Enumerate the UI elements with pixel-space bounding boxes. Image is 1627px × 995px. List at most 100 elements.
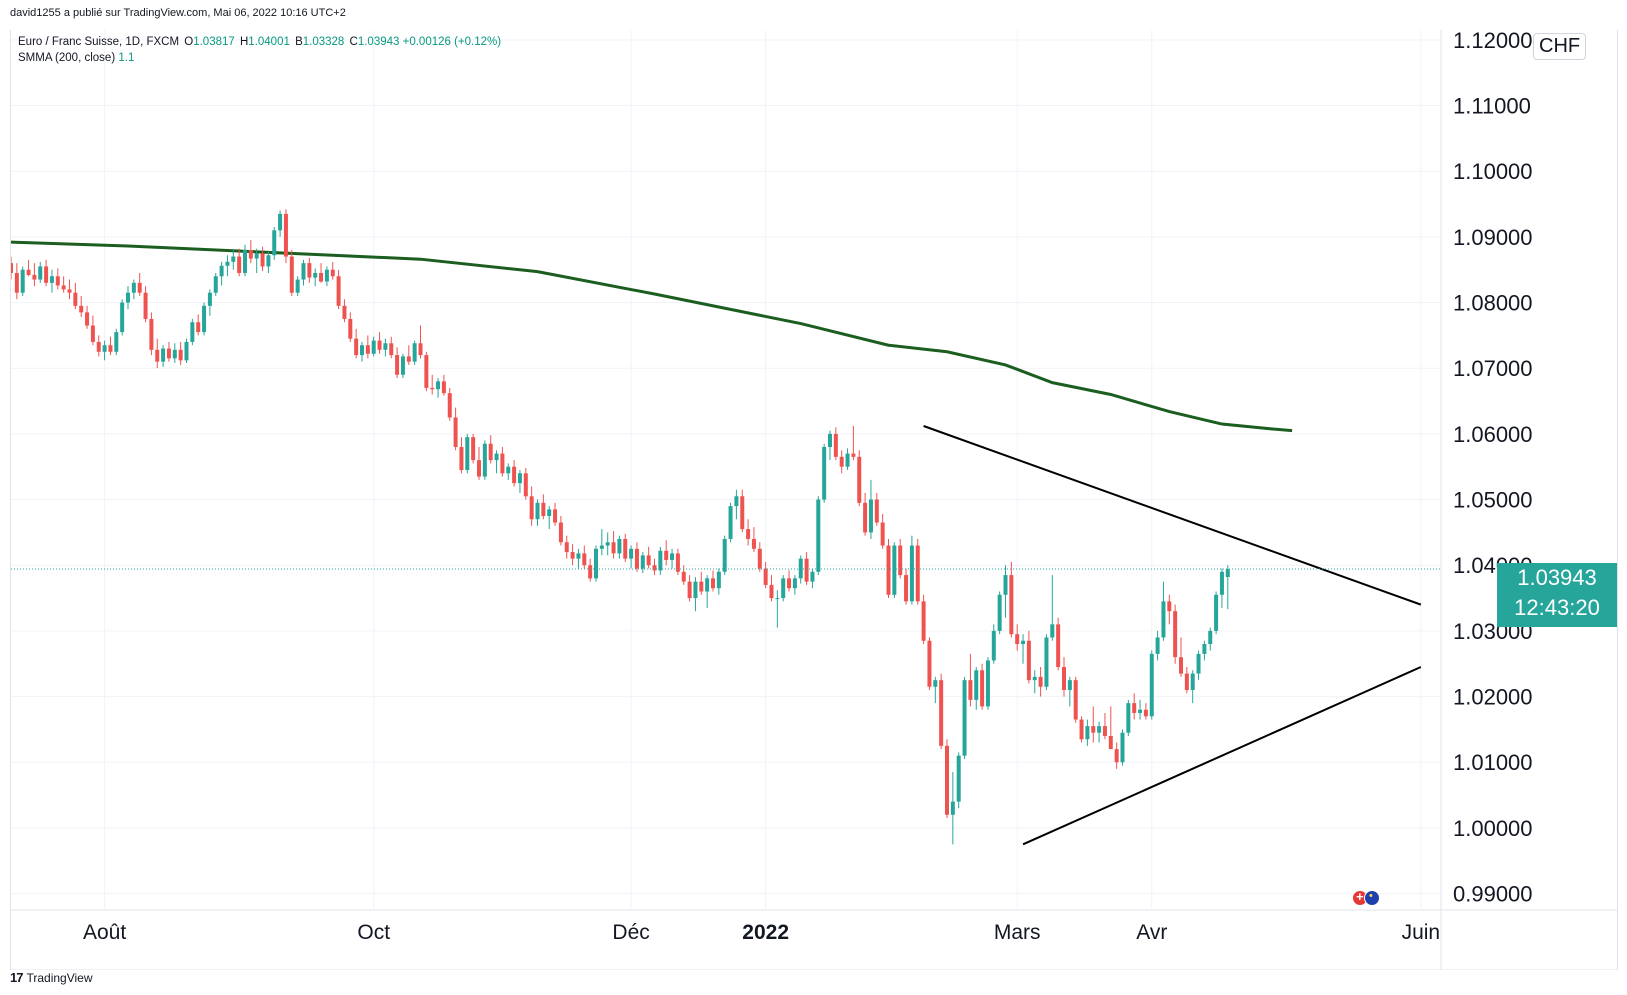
y-tick-label: 0.99000 (1453, 882, 1533, 907)
candle (599, 529, 604, 556)
candle (851, 426, 856, 461)
candle (535, 499, 540, 526)
candle-body (1208, 630, 1213, 645)
candlestick-chart[interactable]: Août Oct Déc 2022 Mars Avr Juin 1.12000 1.11000… (11, 30, 1617, 970)
candle-body (845, 453, 850, 467)
candle-body (868, 499, 873, 533)
candle-body (582, 553, 587, 566)
chart-legend: Euro / Franc Suisse, 1D, FXCM O1.03817 H… (18, 34, 501, 66)
legend-indicator-row[interactable]: SMMA (200, close) 1.1 (18, 50, 501, 66)
candle (1155, 630, 1160, 661)
candle (1026, 630, 1031, 684)
candle-body (1009, 575, 1014, 635)
candle (44, 259, 49, 287)
candle-body (506, 466, 511, 474)
candle (500, 447, 505, 477)
candle (629, 545, 634, 569)
chart-frame[interactable]: Août Oct Déc 2022 Mars Avr Juin 1.12000 1.11000… (10, 30, 1618, 970)
candle (102, 340, 107, 361)
candle (471, 433, 476, 464)
candle-body (79, 305, 84, 313)
candle (658, 546, 663, 576)
legend-low-label: B (295, 36, 303, 48)
candle (1167, 594, 1172, 625)
candle (880, 514, 885, 549)
candle-body (1062, 667, 1066, 690)
candle-body (594, 548, 598, 579)
candle-body (114, 332, 119, 352)
candle (956, 752, 961, 809)
candle-body (360, 345, 364, 356)
candle (570, 544, 575, 566)
candle-body (307, 263, 312, 278)
candle-body (757, 548, 762, 569)
candle-body (1214, 594, 1219, 631)
candle (243, 244, 247, 277)
candle (798, 555, 803, 584)
candle-body (301, 263, 306, 280)
candle (933, 676, 938, 704)
candle (406, 345, 411, 365)
candle-body (746, 529, 751, 539)
candle-body (839, 456, 844, 467)
candle-body (1021, 640, 1026, 645)
candle-body (178, 349, 183, 361)
legend-open: 1.03817 (193, 36, 235, 48)
candle-body (1161, 601, 1166, 638)
legend-change: +0.00126 (+0.12%) (402, 36, 502, 48)
candle (582, 545, 587, 569)
candle (1050, 575, 1055, 641)
candle-body (324, 269, 329, 282)
candle-body (254, 253, 259, 259)
y-tick-label: 1.10000 (1453, 159, 1533, 184)
candle-body (675, 553, 680, 572)
candle (166, 341, 171, 362)
candle (985, 657, 990, 710)
candle (1056, 617, 1061, 671)
upper-trendline (923, 425, 1422, 606)
candle-body (161, 348, 166, 362)
candle (693, 577, 698, 612)
candle (254, 248, 259, 273)
candle (1138, 699, 1143, 720)
candle (213, 272, 218, 296)
x-tick-label: 2022 (742, 921, 789, 944)
candle-body (190, 322, 195, 342)
candle (769, 575, 774, 602)
candle-body (85, 312, 90, 326)
candle (313, 268, 318, 287)
currency-tag[interactable]: CHF (1533, 33, 1587, 60)
candle (962, 676, 967, 759)
candle-body (49, 276, 54, 283)
y-tick-label: 1.05000 (1453, 488, 1533, 513)
candle (231, 250, 236, 270)
candle (371, 336, 376, 357)
candle-body (231, 256, 236, 262)
candle (1091, 706, 1096, 743)
currency-flags[interactable] (1352, 889, 1380, 906)
candle-body (945, 745, 949, 815)
candle-body (1179, 657, 1183, 674)
candle-body (237, 256, 242, 273)
candle (792, 575, 797, 595)
candle-body (816, 499, 821, 572)
candle-body (611, 542, 616, 554)
candle (1184, 667, 1189, 694)
candle (32, 263, 37, 287)
candle-body (950, 801, 955, 815)
candle-body (1044, 637, 1049, 687)
candle-body (172, 349, 177, 359)
candle-body (705, 578, 710, 592)
candle-body (377, 340, 382, 350)
candle-body (90, 325, 95, 342)
candle-body (968, 680, 973, 700)
candle-body (1114, 749, 1119, 763)
candle-body (921, 601, 926, 641)
candle (395, 347, 400, 379)
candle (716, 568, 721, 595)
candle (67, 279, 72, 300)
smma-line (11, 240, 1293, 433)
candle (430, 374, 435, 395)
footer[interactable]: 17 TradingView (10, 970, 93, 985)
candle (617, 535, 622, 559)
